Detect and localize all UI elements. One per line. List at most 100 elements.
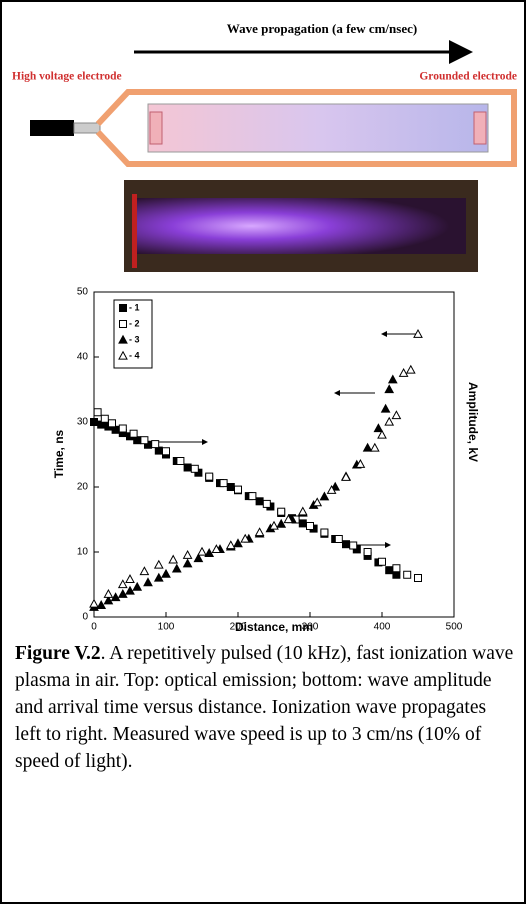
marker [385, 566, 394, 575]
plot-frame [93, 291, 455, 618]
marker [225, 540, 236, 550]
marker [161, 568, 171, 578]
marker [254, 527, 265, 537]
marker [226, 483, 235, 491]
marker [384, 384, 395, 394]
y-tick-label: 50 [77, 287, 89, 298]
marker [93, 408, 102, 417]
figure-graphics: Wave propagation (a few cm/nsec) High vo… [12, 21, 517, 635]
marker [362, 442, 373, 452]
marker [151, 440, 160, 449]
marker [96, 600, 107, 609]
x-axis-label: Distance, mm [235, 620, 313, 634]
y-tick-label: 20 [77, 482, 89, 493]
marker [349, 541, 358, 550]
marker [103, 595, 114, 605]
marker [283, 514, 294, 524]
legend-label: - 2 [129, 318, 140, 328]
marker [162, 447, 170, 456]
marker [373, 423, 384, 433]
marker [377, 429, 387, 439]
marker [312, 497, 323, 507]
caption: Figure V.2. A repetitively pulsed (10 kH… [15, 640, 515, 775]
marker [320, 528, 329, 537]
marker [182, 550, 193, 559]
marker [132, 581, 143, 591]
x-tick-label: 500 [446, 622, 463, 633]
marker [391, 410, 402, 420]
marker [342, 540, 350, 549]
marker [90, 418, 98, 426]
marker [103, 589, 114, 598]
marker [168, 554, 179, 564]
photo-electrode [132, 194, 137, 268]
y2-axis-label: Amplitude, kV [466, 382, 480, 462]
marker [297, 506, 308, 516]
marker [240, 533, 251, 543]
chart: Distance, mm Time, ns Amplitude, kV 0 100… [52, 287, 480, 635]
marker [392, 570, 401, 579]
marker [319, 491, 330, 501]
marker [405, 364, 416, 374]
diagram-title: Wave propagation (a few cm/nsec) [227, 21, 417, 36]
marker [414, 574, 422, 582]
legend-swatch [119, 320, 127, 328]
legend-label: - 4 [129, 350, 140, 360]
legend-swatch [118, 350, 128, 360]
marker [234, 485, 242, 494]
marker [269, 520, 279, 530]
marker [143, 577, 153, 587]
marker [369, 442, 380, 452]
marker [125, 574, 135, 583]
marker [193, 553, 204, 563]
marker [139, 566, 150, 576]
marker [403, 570, 412, 579]
legend-label: - 1 [129, 302, 140, 312]
marker [355, 459, 366, 468]
marker [140, 436, 149, 445]
marker [183, 463, 192, 472]
marker [108, 419, 116, 428]
marker [190, 464, 199, 473]
marker [380, 403, 391, 413]
x-tick-label: 300 [302, 622, 319, 633]
marker [392, 564, 401, 573]
left-label: High voltage electrode [12, 71, 122, 83]
electrode [473, 111, 487, 145]
legend-swatch [118, 334, 128, 344]
marker [306, 522, 314, 530]
x-tick-label: 100 [158, 622, 175, 633]
marker [384, 416, 395, 426]
marker [248, 492, 257, 501]
marker [171, 563, 182, 573]
marker [117, 589, 128, 598]
marker [153, 559, 164, 569]
marker [387, 374, 398, 384]
marker [363, 548, 372, 556]
y-tick-label: 30 [77, 417, 89, 428]
marker [197, 546, 207, 556]
tube [147, 103, 489, 153]
marker [100, 414, 109, 423]
y-tick-label: 40 [77, 352, 89, 363]
marker [413, 329, 423, 338]
y-tick-label: 0 [82, 612, 88, 623]
marker [110, 592, 121, 602]
caption-label: Figure V.2 [15, 643, 101, 664]
x-tick-label: 400 [374, 622, 391, 633]
marker [154, 446, 163, 455]
legend-label: - 3 [129, 334, 140, 344]
marker [182, 558, 193, 568]
photo-glow [136, 198, 466, 254]
right-label: Grounded electrode [419, 71, 517, 83]
marker [276, 518, 287, 528]
x-tick-label: 200 [230, 622, 247, 633]
cable [30, 120, 74, 136]
tube-outline [95, 89, 517, 167]
x-tick-label: 0 [91, 622, 97, 633]
marker [398, 368, 409, 377]
marker [211, 544, 222, 554]
marker [176, 457, 185, 465]
marker [111, 425, 120, 434]
